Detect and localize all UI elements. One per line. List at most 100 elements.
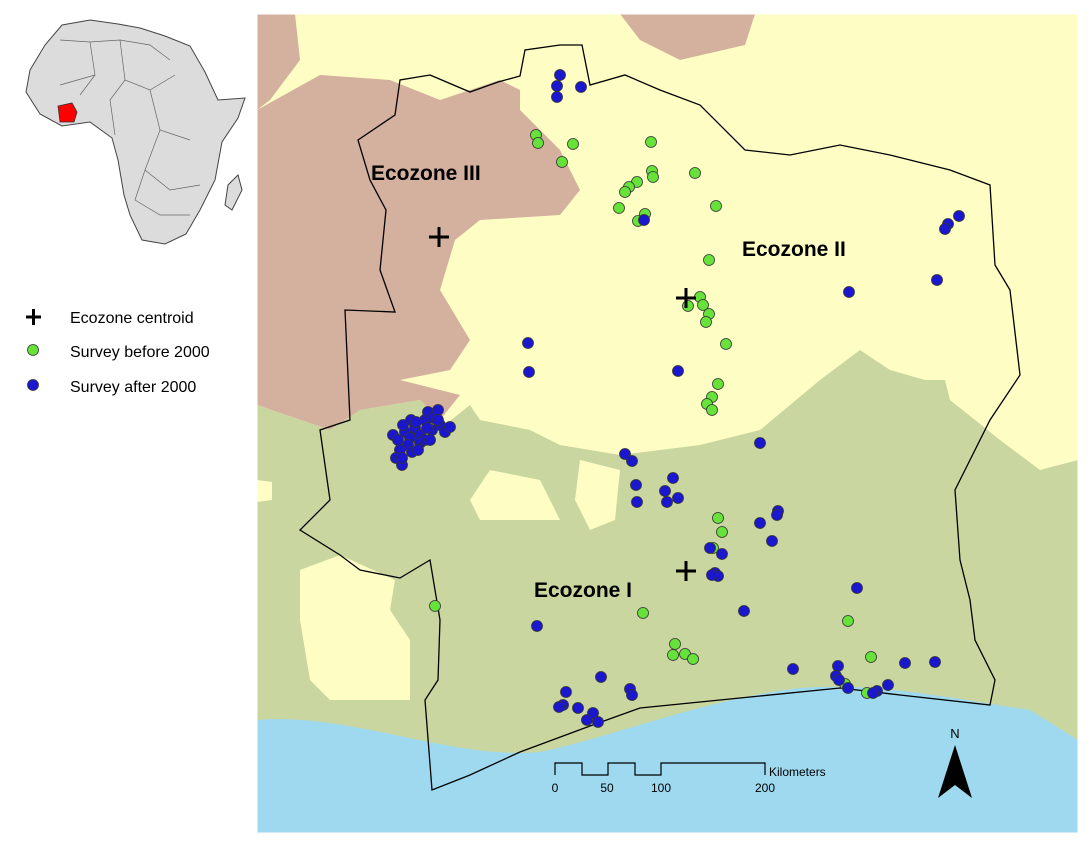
survey-before-2000: [682, 300, 694, 312]
survey-before-2000: [613, 202, 625, 214]
survey-before-2000: [712, 378, 724, 390]
scale-tick-label: 50: [600, 781, 614, 795]
survey-before-2000: [667, 649, 679, 661]
legend-label: Survey before 2000: [70, 344, 210, 361]
survey-before-2000: [645, 136, 657, 148]
ecozone-label: Ecozone III: [371, 162, 481, 185]
survey-after-2000: [444, 421, 456, 433]
survey-after-2000: [832, 660, 844, 672]
survey-after-2000: [771, 509, 783, 521]
survey-after-2000: [551, 80, 563, 92]
survey-after-2000: [659, 485, 671, 497]
survey-after-2000: [523, 366, 535, 378]
survey-before-2000: [567, 138, 579, 150]
survey-before-2000: [637, 607, 649, 619]
survey-after-2000: [572, 702, 584, 714]
survey-before-2000: [712, 512, 724, 524]
survey-after-2000: [631, 496, 643, 508]
survey-after-2000: [619, 448, 631, 460]
survey-after-2000: [738, 605, 750, 617]
scale-tick-label: 200: [755, 781, 775, 795]
north-arrow: N: [938, 726, 972, 798]
savanna-patches: [257, 305, 1078, 700]
north-arrow-right: [955, 745, 972, 798]
survey-points: [387, 69, 965, 728]
survey-after-2000: [766, 535, 778, 547]
scale-tick-label: 100: [651, 781, 671, 795]
survey-after-2000: [396, 452, 408, 464]
survey-after-2000: [531, 620, 543, 632]
brown-zone-top: [257, 14, 755, 110]
survey-after-2000: [560, 686, 572, 698]
survey-after-2000: [626, 455, 638, 467]
survey-before-2000: [720, 338, 732, 350]
survey-after-2000: [667, 472, 679, 484]
survey-after-2000: [931, 274, 943, 286]
survey-after-2000: [851, 582, 863, 594]
survey-before-2000: [687, 653, 699, 665]
survey-after-2000: [882, 679, 894, 691]
survey-before-2000: [700, 316, 712, 328]
survey-after-2000: [833, 674, 845, 686]
survey-after-2000: [581, 714, 593, 726]
survey-after-2000: [432, 404, 444, 416]
africa-inset: [25, 19, 246, 245]
survey-after-2000: [754, 437, 766, 449]
legend-label: Survey after 2000: [70, 379, 196, 396]
country-border: [298, 44, 1021, 791]
survey-after-2000: [421, 422, 433, 434]
survey-after-2000: [412, 444, 424, 456]
survey-before-2000: [647, 171, 659, 183]
survey-after-2000: [787, 663, 799, 675]
survey-after-2000: [638, 214, 650, 226]
ecozone-label: Ecozone I: [534, 579, 632, 602]
scale-tick-label: 0: [552, 781, 559, 795]
survey-after-2000: [899, 657, 911, 669]
north-label: N: [950, 726, 959, 741]
survey-before-2000: [842, 615, 854, 627]
survey-before-2000: [429, 600, 441, 612]
survey-after-2000: [630, 479, 642, 491]
survey-after-2000: [672, 365, 684, 377]
survey-after-2000: [595, 671, 607, 683]
survey-after-2000: [716, 548, 728, 560]
survey-after-2000: [553, 701, 565, 713]
survey-before-2000: [689, 167, 701, 179]
africa-continent: [25, 19, 246, 245]
ecozone-label: Ecozone II: [742, 238, 846, 261]
survey-after-2000: [754, 517, 766, 529]
survey-after-2000: [672, 492, 684, 504]
survey-after-2000: [592, 716, 604, 728]
north-arrow-left: [938, 745, 955, 798]
survey-before-2000: [706, 404, 718, 416]
scale-unit: Kilometers: [769, 765, 826, 779]
survey-after-2000: [929, 656, 941, 668]
scale-bar: 0 50 100 200 Kilometers: [552, 762, 826, 795]
africa-borders: [59, 39, 201, 216]
legend-blue-symbol: [27, 379, 39, 391]
survey-before-2000: [865, 651, 877, 663]
ecozone-centroids: [429, 227, 696, 581]
survey-before-2000: [710, 200, 722, 212]
survey-after-2000: [551, 91, 563, 103]
survey-after-2000: [410, 416, 422, 428]
survey-before-2000: [556, 156, 568, 168]
survey-after-2000: [626, 689, 638, 701]
survey-after-2000: [575, 81, 587, 93]
survey-after-2000: [867, 687, 879, 699]
survey-after-2000: [842, 682, 854, 694]
survey-after-2000: [661, 496, 673, 508]
ecozone-3-area: [257, 75, 580, 430]
scale-bar-segments: [554, 762, 766, 776]
legend: Ecozone centroid Survey before 2000 Surv…: [26, 309, 210, 396]
legend-centroid-symbol: [26, 309, 41, 325]
sea: [257, 686, 1078, 833]
survey-after-2000: [706, 569, 718, 581]
survey-before-2000: [697, 299, 709, 311]
map-frame: [256, 13, 1079, 834]
survey-before-2000: [703, 254, 715, 266]
legend-label: Ecozone centroid: [70, 310, 194, 327]
survey-after-2000: [953, 210, 965, 222]
cote-divoire-inset: [57, 102, 78, 123]
